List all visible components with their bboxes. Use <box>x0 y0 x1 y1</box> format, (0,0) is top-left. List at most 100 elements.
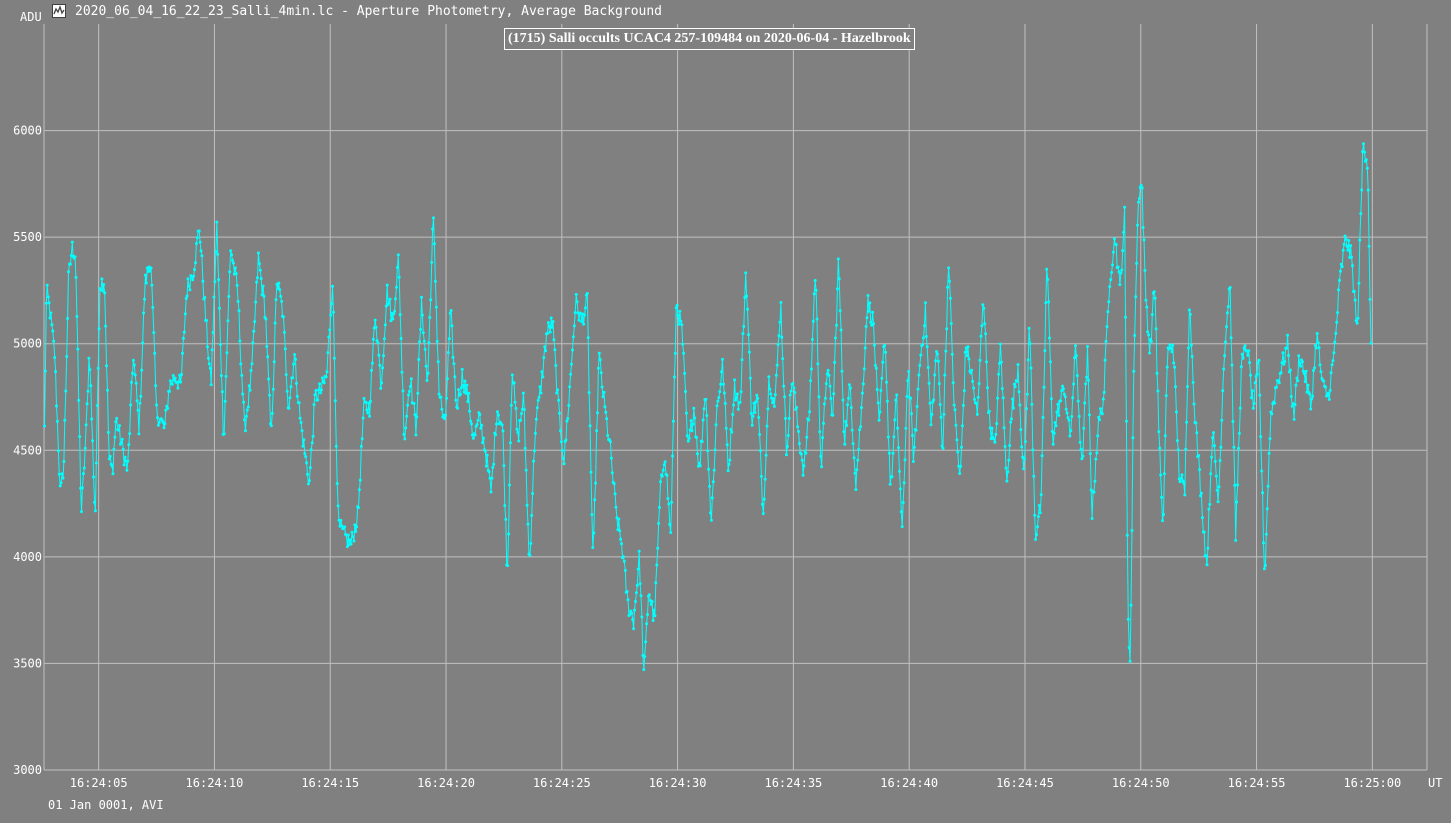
data-point <box>904 426 908 430</box>
data-point <box>1330 363 1334 367</box>
data-point <box>238 339 242 343</box>
data-point <box>1140 186 1144 190</box>
data-point <box>811 319 815 323</box>
data-point <box>1135 261 1139 265</box>
data-point <box>1365 166 1369 170</box>
data-point <box>199 249 203 253</box>
data-point <box>218 306 221 310</box>
data-point <box>509 403 513 407</box>
data-point <box>914 428 918 432</box>
data-point <box>632 627 636 631</box>
data-point <box>1261 491 1265 495</box>
data-point <box>680 323 684 327</box>
data-point <box>293 353 297 356</box>
data-point <box>936 359 940 363</box>
data-point <box>1199 491 1203 495</box>
data-point <box>835 323 838 327</box>
data-point <box>824 382 828 386</box>
data-point <box>1294 383 1298 387</box>
data-point <box>471 436 475 440</box>
data-point <box>102 283 106 286</box>
data-point <box>625 590 629 593</box>
data-point <box>331 284 334 288</box>
data-point <box>702 407 706 411</box>
light-curve-app-icon[interactable] <box>52 4 66 18</box>
data-point <box>722 391 726 395</box>
data-point <box>1155 371 1159 375</box>
data-point <box>1127 646 1131 650</box>
data-point <box>750 423 754 427</box>
data-point <box>1346 248 1350 252</box>
data-point <box>1147 333 1151 337</box>
data-point <box>289 385 293 389</box>
data-point <box>195 236 199 240</box>
data-point <box>370 361 374 365</box>
data-point <box>264 317 268 321</box>
data-point <box>560 449 564 452</box>
data-point <box>413 413 417 417</box>
data-point <box>846 403 850 407</box>
data-point <box>539 391 543 395</box>
data-point <box>683 371 687 375</box>
data-point <box>222 432 226 436</box>
data-point <box>1090 517 1094 520</box>
data-point <box>558 411 561 415</box>
data-point <box>1254 375 1258 378</box>
data-point <box>525 503 529 507</box>
data-point <box>1086 345 1089 348</box>
data-point <box>55 404 58 408</box>
y-tick-label: 3000 <box>13 763 42 777</box>
data-point <box>94 461 98 465</box>
data-point <box>395 285 398 289</box>
data-point <box>1304 369 1308 373</box>
data-point <box>1225 311 1229 315</box>
data-point <box>707 467 711 471</box>
data-point <box>1143 268 1147 272</box>
data-point <box>755 393 759 397</box>
data-point <box>312 403 316 407</box>
data-point <box>712 468 716 472</box>
data-point <box>1264 532 1268 536</box>
data-point <box>912 445 916 449</box>
data-point <box>1171 343 1175 347</box>
data-point <box>897 446 900 450</box>
data-point <box>1023 440 1027 444</box>
data-point <box>520 412 523 415</box>
data-point <box>876 401 880 405</box>
data-point <box>762 497 766 501</box>
data-point <box>78 435 82 439</box>
data-point <box>941 446 945 450</box>
data-point <box>636 567 640 571</box>
data-point <box>198 240 202 244</box>
data-point <box>473 433 477 437</box>
data-point <box>550 325 554 329</box>
data-point <box>456 406 460 410</box>
data-point <box>308 466 312 470</box>
data-point <box>95 404 99 408</box>
data-point <box>666 497 670 500</box>
data-point <box>1368 297 1372 301</box>
data-point <box>872 343 876 347</box>
data-point <box>1339 262 1343 266</box>
title-bar: 2020_06_04_16_22_23_Salli_4min.lc - Aper… <box>0 0 1451 24</box>
data-point <box>409 377 413 381</box>
data-point <box>867 309 871 313</box>
data-point <box>1111 250 1115 254</box>
data-point <box>120 437 124 441</box>
data-point <box>55 419 59 423</box>
data-point <box>206 345 209 349</box>
data-point <box>890 475 894 479</box>
data-point <box>623 568 627 572</box>
data-point <box>788 393 792 397</box>
data-point <box>765 424 769 428</box>
data-point <box>554 364 558 367</box>
data-point <box>679 319 683 323</box>
data-point <box>1237 431 1241 435</box>
data-point <box>216 252 220 256</box>
data-point <box>1189 343 1193 347</box>
data-point <box>93 509 97 513</box>
data-point <box>760 502 764 506</box>
data-point <box>778 320 782 324</box>
data-point <box>1322 379 1326 383</box>
